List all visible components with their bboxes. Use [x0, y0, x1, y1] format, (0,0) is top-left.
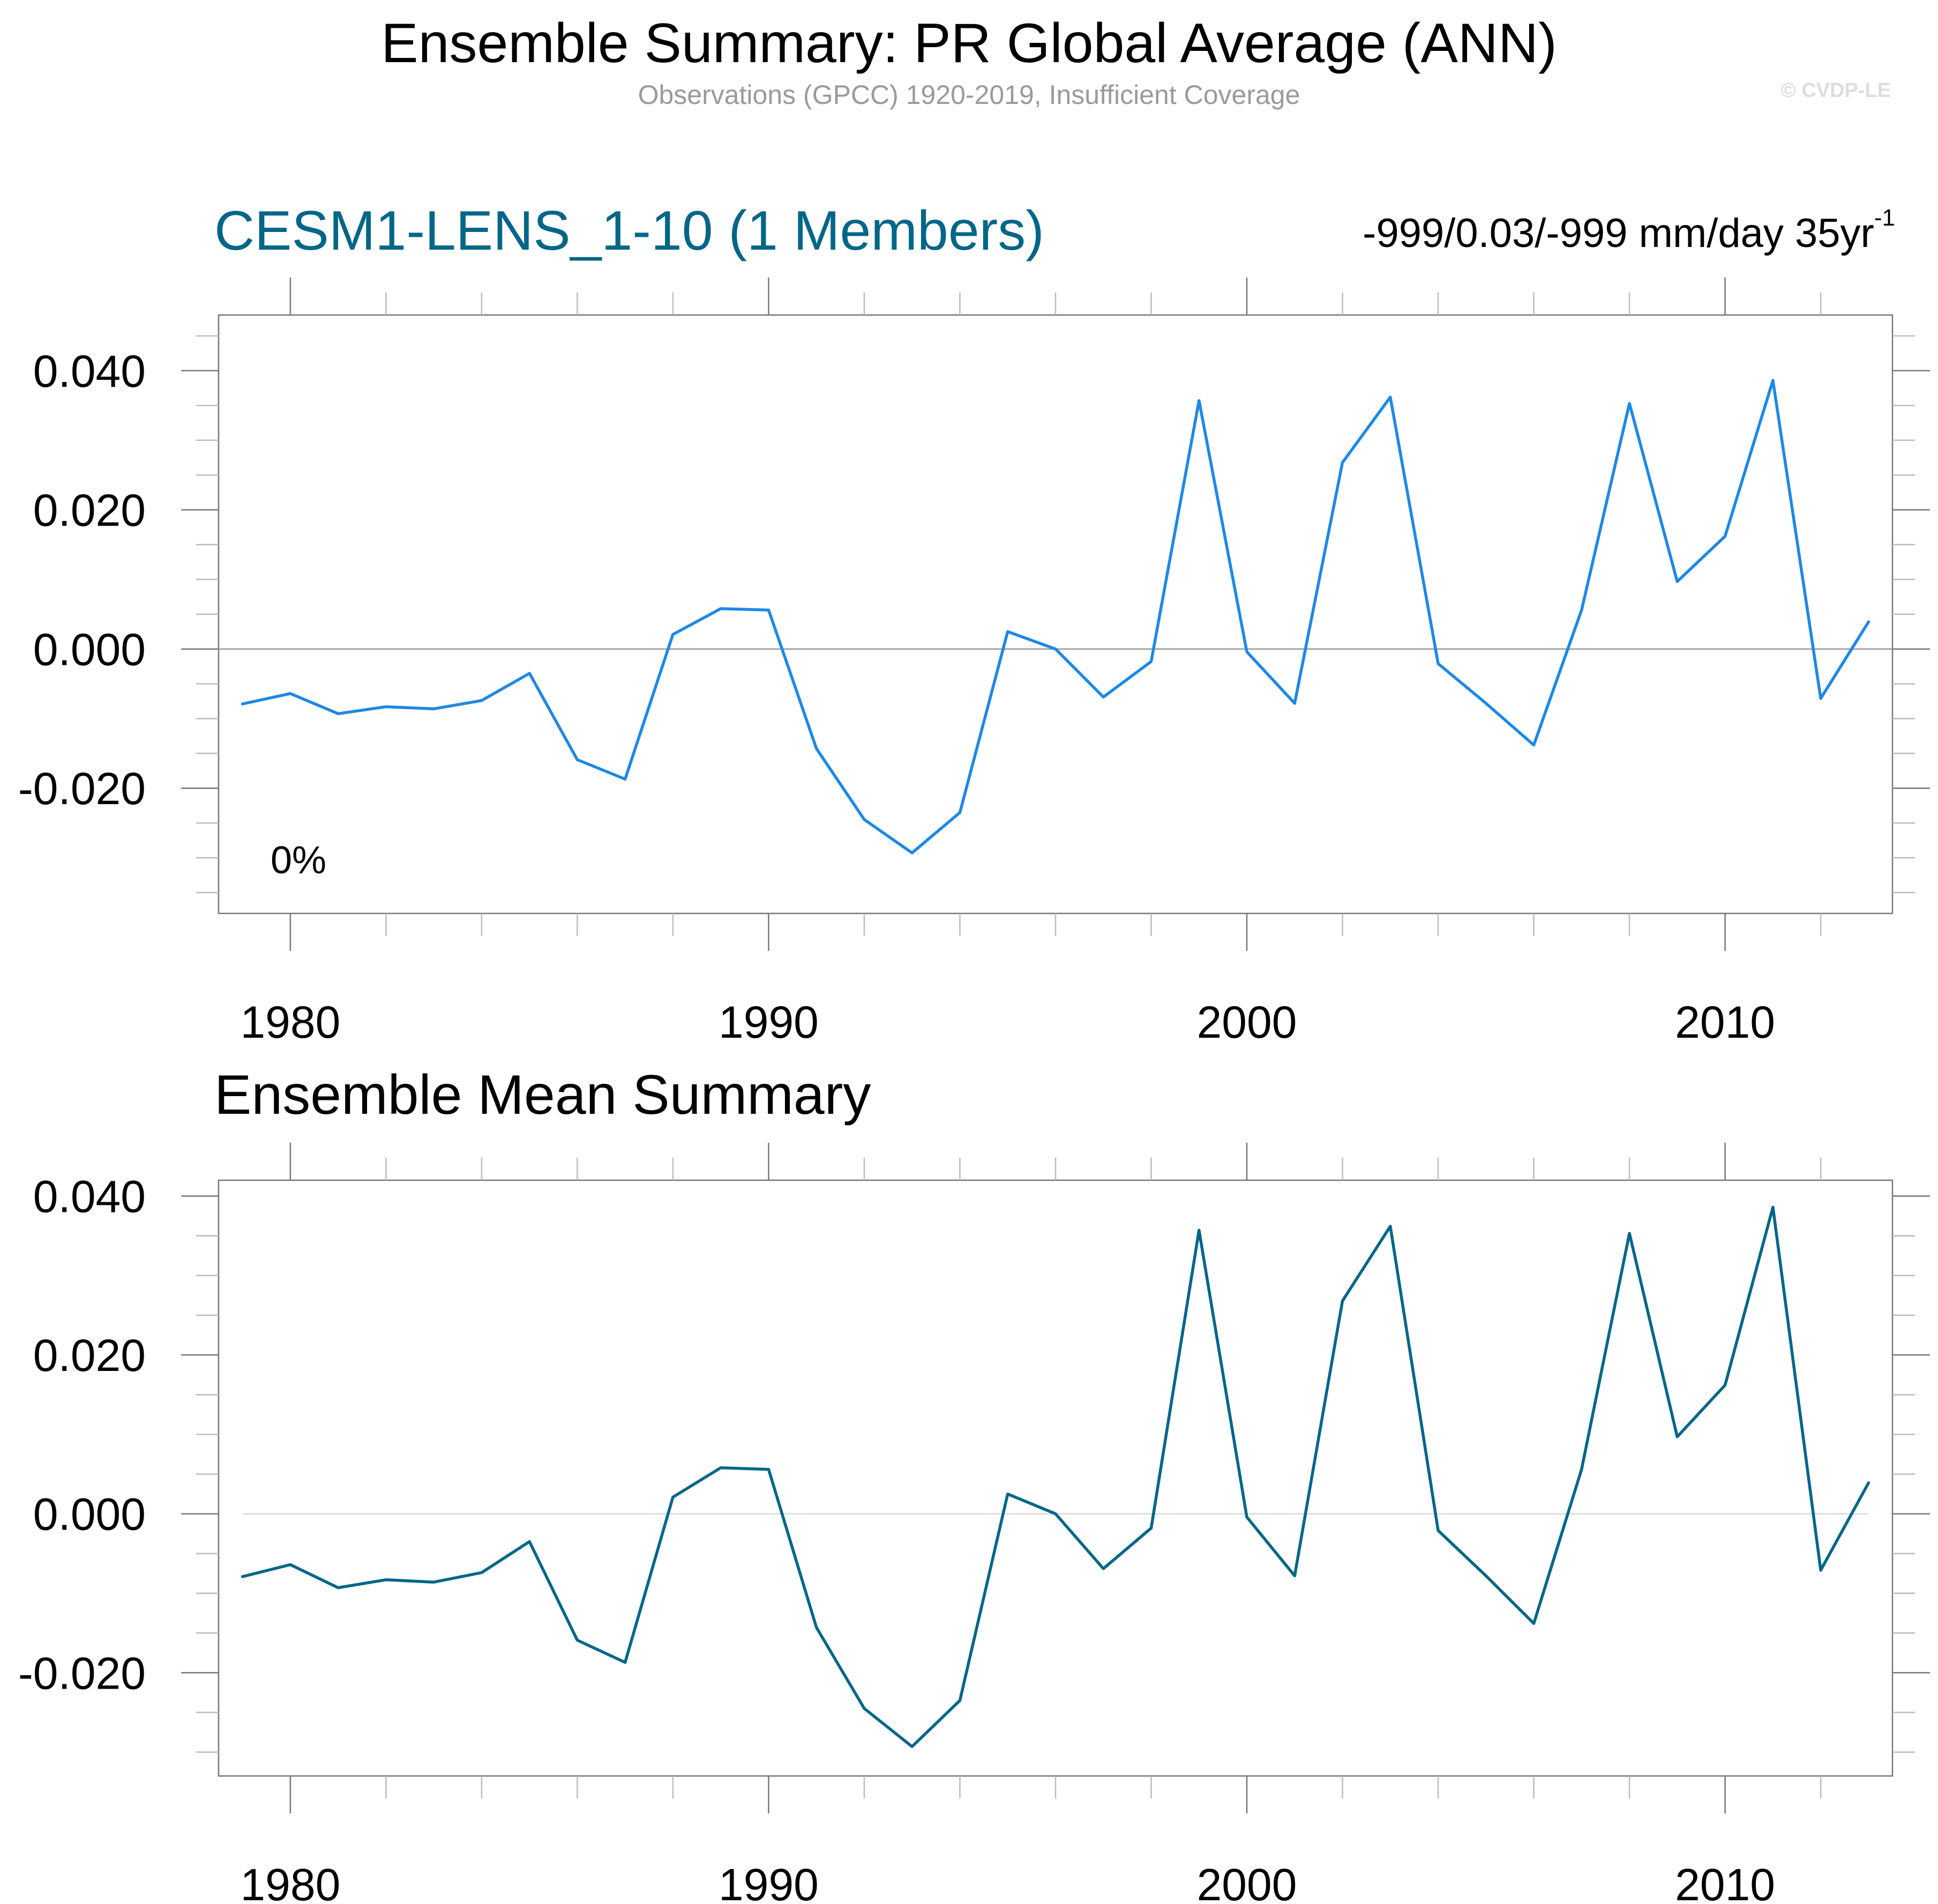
- series-line: [241, 379, 1870, 854]
- y-tick-label: 0.000: [33, 1489, 146, 1540]
- plot-frame: [218, 1179, 1894, 1777]
- coverage-percent-label: 0%: [271, 839, 326, 882]
- main-title: Ensemble Summary: PR Global Average (ANN…: [381, 12, 1557, 74]
- panel1-stats: -999/0.03/-999 mm/day 35yr-1: [1363, 205, 1895, 257]
- x-tick-label: 1980: [240, 1860, 340, 1904]
- y-tick-label: 0.040: [33, 346, 146, 396]
- y-tick-label: 0.020: [33, 1330, 146, 1381]
- panel1-stats-superscript: -1: [1874, 205, 1895, 231]
- y-tick-label: -0.020: [18, 763, 146, 814]
- y-tick-label: 0.000: [33, 624, 146, 674]
- x-tick-label: 2010: [1675, 997, 1775, 1047]
- y-tick-label: -0.020: [18, 1648, 146, 1698]
- panel1-stats-text: -999/0.03/-999 mm/day 35yr: [1363, 211, 1874, 256]
- chart-panel-2: 1980 1990 2000 2010 -0.020 0.000 0.020 0.040: [18, 1143, 1930, 1904]
- subtitle: Observations (GPCC) 1920-2019, Insuffici…: [638, 80, 1300, 110]
- x-tick-label: 1990: [719, 1860, 819, 1904]
- x-tick-label: 1990: [719, 997, 819, 1047]
- chart-panel-1: 1980 1990 2000 2010 -0.020 0.000 0.020 0.040 0%: [18, 278, 1930, 1047]
- series-line: [241, 1205, 1870, 1748]
- y-tick-label: 0.020: [33, 485, 146, 536]
- x-tick-label: 1980: [240, 997, 340, 1047]
- y-tick-label: 0.040: [33, 1172, 146, 1222]
- x-tick-label: 2010: [1675, 1860, 1775, 1904]
- panel2-title: Ensemble Mean Summary: [214, 1064, 871, 1126]
- panel1-title: CESM1-LENS_1-10 (1 Members): [214, 200, 1044, 262]
- x-tick-label: 2000: [1197, 997, 1297, 1047]
- x-tick-label: 2000: [1197, 1860, 1297, 1904]
- plot-frame: [218, 314, 1894, 914]
- watermark: © CVDP-LE: [1780, 79, 1891, 102]
